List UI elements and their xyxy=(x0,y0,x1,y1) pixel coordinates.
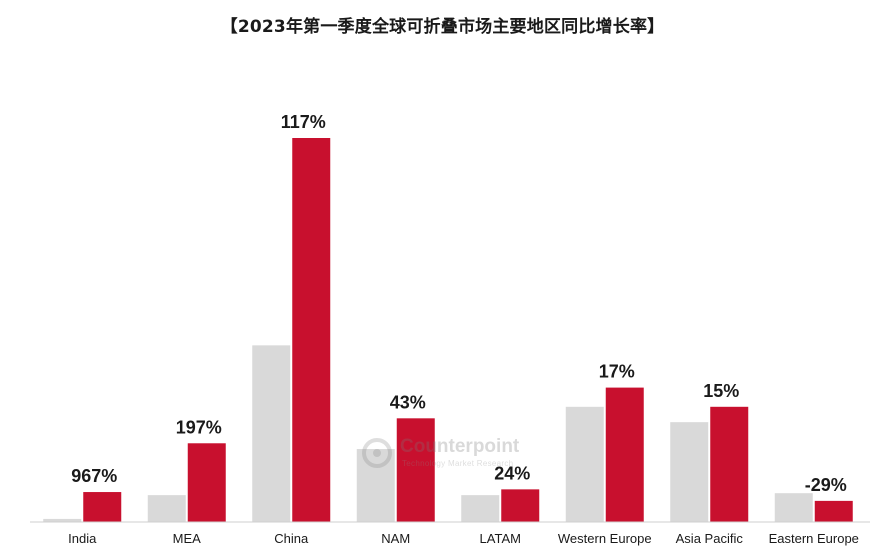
x-tick-label-latam: LATAM xyxy=(480,531,521,546)
bar-red-china xyxy=(292,138,331,522)
value-label-mea: 197% xyxy=(176,417,222,437)
value-label-nam: 43% xyxy=(390,392,426,412)
watermark-name: Counterpoint xyxy=(400,436,520,457)
bars-group xyxy=(43,138,853,522)
bar-red-mea xyxy=(187,443,226,522)
x-tick-label-mea: MEA xyxy=(173,531,202,546)
chart-title: 【2023年第一季度全球可折叠市场主要地区同比增长率】 xyxy=(220,17,665,37)
value-label-india: 967% xyxy=(71,466,117,486)
x-tick-label-india: India xyxy=(68,531,97,546)
watermark-tagline: Technology Market Research xyxy=(402,459,514,468)
bar-grey-western-europe xyxy=(565,406,604,522)
bar-grey-asia-pacific xyxy=(670,422,709,522)
value-label-asia-pacific: 15% xyxy=(703,381,739,401)
bar-red-latam xyxy=(501,489,540,522)
value-label-western-europe: 17% xyxy=(599,362,635,382)
value-label-eastern-europe: -29% xyxy=(805,475,847,495)
bar-red-western-europe xyxy=(605,387,644,522)
bar-grey-china xyxy=(252,345,291,522)
value-labels-group: 967% 197% 117% 43% 24% 17% 15% -29% xyxy=(71,112,847,495)
x-tick-label-china: China xyxy=(274,531,309,546)
bar-grey-latam xyxy=(461,495,500,522)
bar-red-eastern-europe xyxy=(814,500,853,522)
counterpoint-logo-icon xyxy=(362,438,392,468)
x-tick-label-western-europe: Western Europe xyxy=(558,531,652,546)
x-tick-labels-group: India MEA China NAM LATAM Western Europe Asia … xyxy=(68,531,859,546)
bar-grey-eastern-europe xyxy=(774,493,813,522)
bar-red-nam xyxy=(396,418,435,522)
bar-red-india xyxy=(83,492,122,522)
bar-red-asia-pacific xyxy=(710,406,749,522)
value-label-china: 117% xyxy=(281,112,326,132)
bar-grey-india xyxy=(43,518,82,522)
x-tick-label-nam: NAM xyxy=(381,531,410,546)
x-tick-label-eastern-europe: Eastern Europe xyxy=(769,531,859,546)
value-label-latam: 24% xyxy=(494,463,530,483)
counterpoint-watermark: Counterpoint Technology Market Research xyxy=(362,436,552,476)
x-tick-label-asia-pacific: Asia Pacific xyxy=(676,531,744,546)
bar-grey-mea xyxy=(147,495,186,522)
